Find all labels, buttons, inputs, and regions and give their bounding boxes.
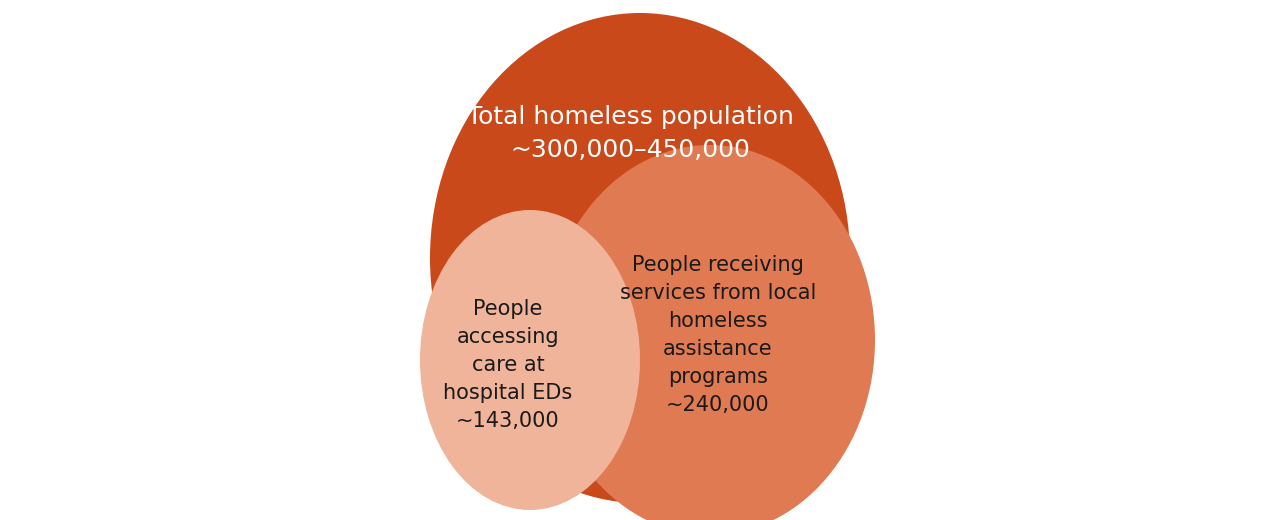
Text: People receiving
services from local
homeless
assistance
programs
~240,000: People receiving services from local hom… xyxy=(620,255,817,415)
Ellipse shape xyxy=(545,145,876,520)
Ellipse shape xyxy=(430,13,850,503)
Text: Total homeless population
~300,000–450,000: Total homeless population ~300,000–450,0… xyxy=(467,105,794,162)
Ellipse shape xyxy=(420,210,640,510)
Text: People
accessing
care at
hospital EDs
~143,000: People accessing care at hospital EDs ~1… xyxy=(443,299,572,431)
